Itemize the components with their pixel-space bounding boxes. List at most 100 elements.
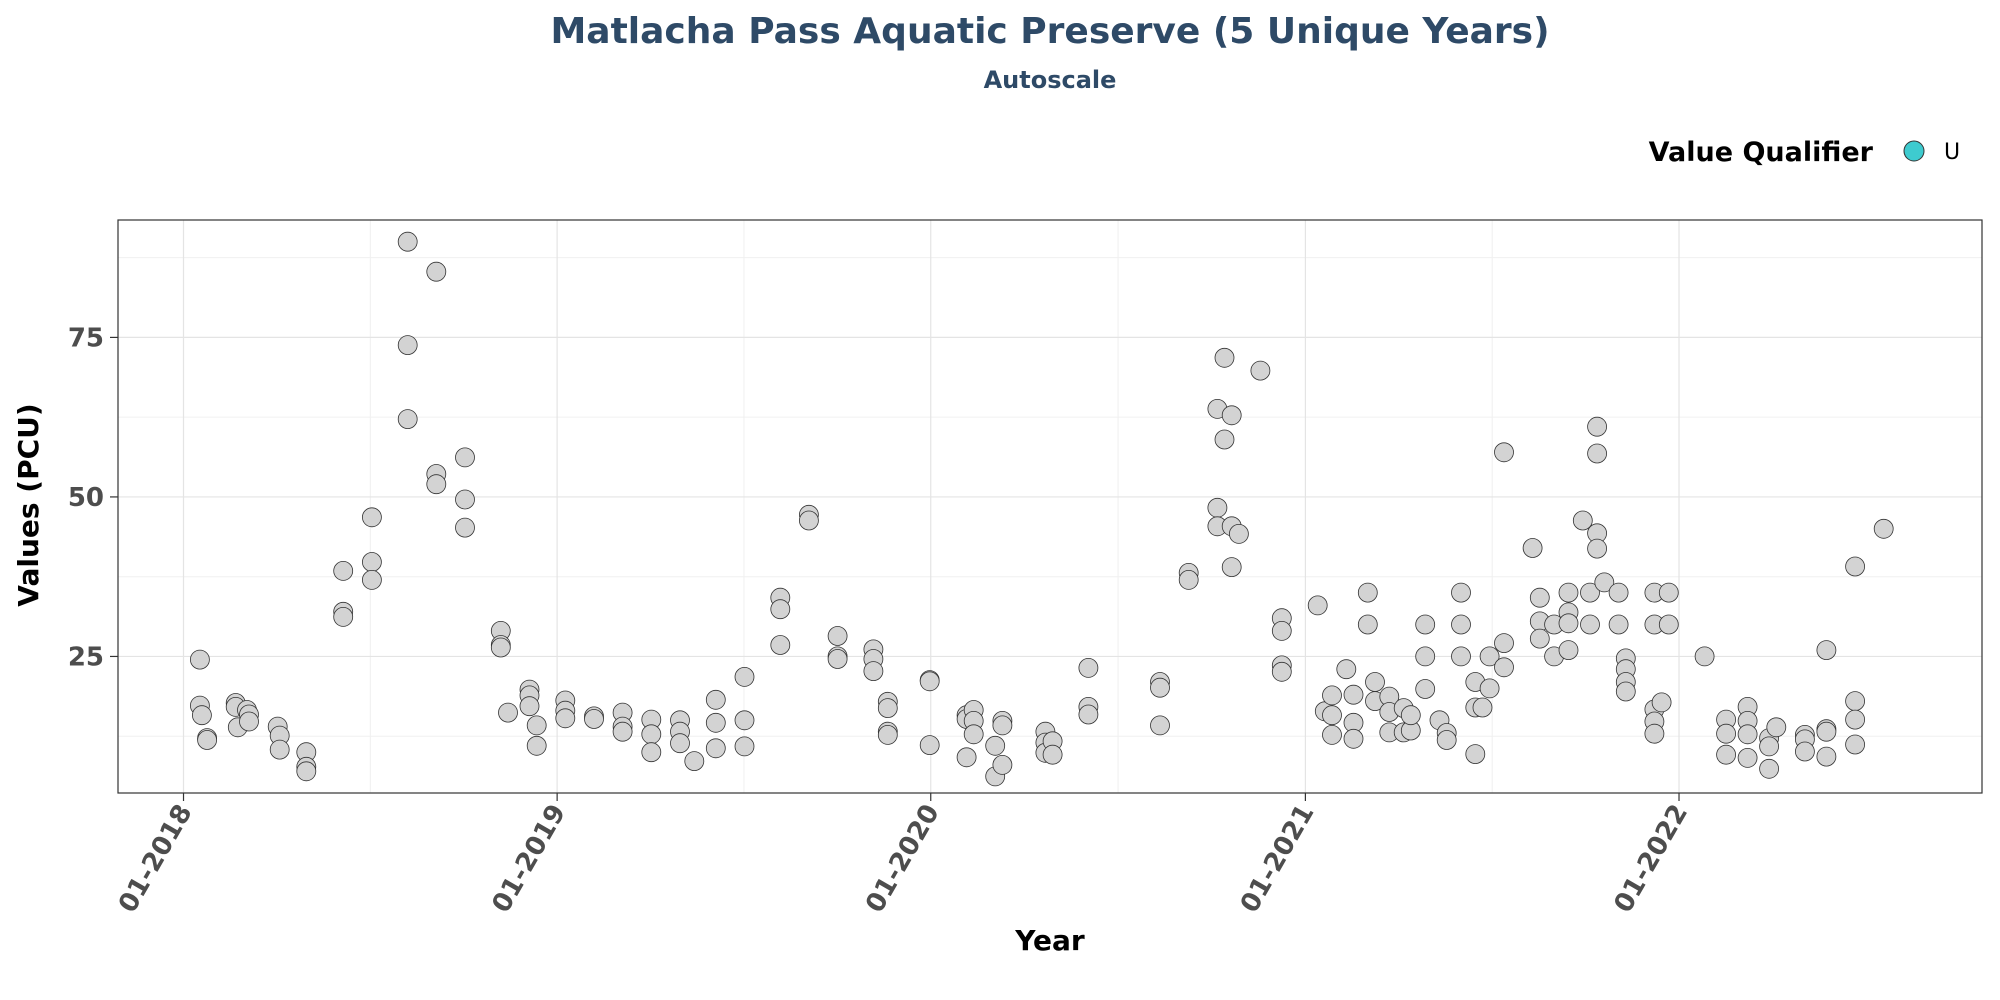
data-point	[1816, 640, 1837, 660]
data-point	[397, 409, 418, 430]
plot-border	[117, 219, 1983, 794]
data-point	[1716, 744, 1736, 765]
data-point	[526, 715, 547, 736]
data-point	[1580, 614, 1600, 635]
data-point	[1580, 582, 1600, 603]
data-point	[1436, 730, 1457, 750]
data-point	[1766, 717, 1787, 738]
data-point	[1558, 613, 1579, 634]
data-point	[1658, 582, 1679, 603]
data-point	[1357, 582, 1378, 603]
data-point	[734, 667, 755, 687]
data-point	[827, 626, 848, 646]
data-point	[1415, 614, 1436, 635]
y-axis-title: Values (PCU)	[12, 403, 45, 606]
data-point	[1343, 728, 1364, 749]
data-point	[1465, 744, 1486, 764]
data-point	[1214, 429, 1235, 450]
legend-key-u	[1903, 140, 1925, 162]
data-point	[1078, 658, 1099, 678]
data-point	[985, 735, 1006, 756]
data-point	[827, 649, 848, 669]
data-point	[1415, 679, 1436, 699]
data-point	[1608, 582, 1629, 603]
chart-title: Matlacha Pass Aquatic Preserve (5 Unique…	[550, 11, 1549, 52]
data-point	[1873, 518, 1894, 539]
data-point	[1357, 614, 1378, 635]
data-point	[1816, 746, 1837, 767]
data-point	[498, 702, 518, 723]
data-point	[519, 696, 540, 717]
data-point	[1572, 510, 1593, 531]
data-point	[1845, 691, 1865, 711]
data-point	[1737, 748, 1758, 768]
data-point	[1322, 685, 1342, 706]
data-point	[1658, 614, 1679, 635]
data-point	[770, 599, 791, 620]
data-point	[296, 761, 317, 782]
data-point	[526, 735, 547, 756]
data-point	[670, 733, 690, 754]
data-point	[1250, 360, 1271, 381]
data-point	[361, 552, 382, 572]
x-tick-label: 01-2018	[113, 800, 199, 918]
data-point	[1451, 646, 1471, 667]
data-point	[1816, 721, 1837, 742]
data-point	[361, 570, 382, 590]
data-point	[455, 517, 475, 538]
data-point	[919, 735, 940, 755]
data-point	[1494, 442, 1514, 463]
data-point	[1472, 697, 1493, 718]
data-point	[1845, 709, 1865, 730]
data-point	[641, 742, 662, 763]
data-point	[1307, 595, 1328, 616]
data-point	[612, 721, 633, 742]
data-point	[1615, 681, 1636, 702]
data-point	[1558, 582, 1579, 603]
data-point	[963, 724, 984, 745]
plot-panel	[118, 220, 1982, 793]
data-point	[992, 715, 1013, 736]
x-axis-title: Year	[1014, 924, 1085, 957]
data-point	[734, 710, 755, 731]
data-point	[734, 736, 755, 757]
data-point	[1078, 704, 1099, 725]
data-point	[1522, 538, 1543, 558]
data-point	[799, 510, 819, 531]
data-point	[1587, 538, 1607, 559]
x-tick-label: 01-2021	[1235, 800, 1321, 918]
legend-title: Value Qualifier	[1649, 137, 1874, 168]
data-point	[1594, 572, 1615, 593]
data-point	[189, 649, 210, 670]
data-point	[490, 637, 511, 658]
data-point	[1322, 705, 1342, 726]
data-point	[1479, 646, 1500, 667]
data-point	[361, 507, 382, 528]
data-point	[1795, 741, 1815, 762]
data-point	[1845, 734, 1865, 755]
data-point	[684, 751, 705, 771]
data-point	[1150, 677, 1170, 698]
data-point	[1150, 715, 1170, 736]
data-point	[1737, 724, 1758, 745]
legend: Value Qualifier U	[1649, 137, 1960, 168]
data-point	[455, 489, 475, 510]
data-point	[705, 689, 726, 710]
legend-label-u: U	[1944, 140, 1960, 165]
data-point	[1214, 347, 1235, 368]
data-point	[239, 711, 259, 732]
x-tick-label: 01-2022	[1608, 800, 1694, 918]
data-point	[1759, 736, 1779, 757]
y-tick-label: 25	[68, 642, 104, 672]
plot-area: 25 50 75 01-2018 01-2019 01-2020 01-2021 01-202…	[68, 219, 1983, 918]
data-point	[641, 724, 662, 745]
data-point	[555, 708, 576, 729]
data-point	[705, 712, 726, 733]
data-point	[1042, 744, 1063, 765]
data-point	[1845, 556, 1865, 577]
y-tick-label: 75	[68, 323, 104, 353]
data-point	[1587, 416, 1607, 437]
data-point	[191, 705, 212, 726]
data-point	[1494, 657, 1514, 678]
